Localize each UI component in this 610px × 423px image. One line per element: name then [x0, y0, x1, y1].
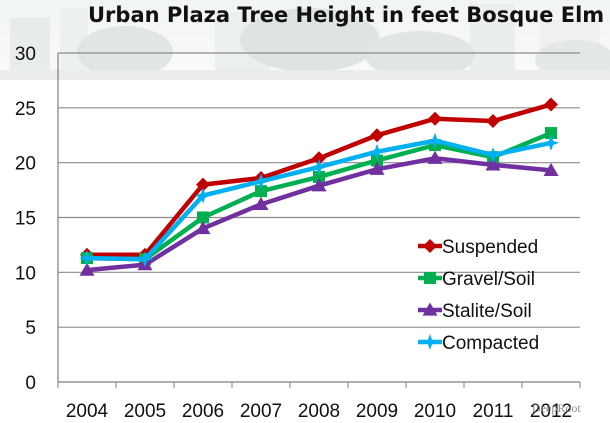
x-tick-label: 2011	[473, 401, 514, 422]
x-tick-label: 2007	[240, 401, 282, 422]
y-tick-label: 30	[15, 44, 36, 65]
data-point-suspended	[370, 128, 384, 143]
data-point-stalite-soil	[253, 196, 269, 210]
legend-marker-stalite-soil	[422, 302, 438, 316]
series-stalite-soil	[79, 150, 559, 276]
legend-marker-compacted	[422, 334, 438, 350]
data-point-suspended	[312, 151, 326, 166]
chart-title: Urban Plaza Tree Height in feet Bosque E…	[88, 3, 604, 27]
data-point-compacted	[137, 251, 153, 268]
y-tick-label: 0	[25, 373, 36, 394]
data-point-suspended	[196, 177, 210, 192]
data-point-compacted	[543, 134, 559, 151]
legend-marker-gravel-soil	[424, 272, 436, 284]
data-point-gravel-soil	[371, 154, 383, 167]
data-point-stalite-soil	[369, 161, 385, 175]
data-point-gravel-soil	[197, 211, 209, 224]
data-point-gravel-soil	[255, 185, 267, 198]
legend-item-stalite-soil: Stalite/Soil	[418, 301, 532, 322]
x-tick-label: 2009	[356, 401, 398, 422]
legend-label: Compacted	[442, 333, 539, 354]
y-tick-label: 5	[25, 318, 36, 339]
data-point-suspended	[544, 97, 558, 112]
x-tick-label: 2010	[414, 401, 456, 422]
legend: Suspended Gravel/Soil Stalite/Soil Compacte…	[418, 237, 539, 354]
y-tick-label: 20	[15, 154, 36, 175]
watermark-text: DeepRoot	[532, 401, 581, 415]
x-tick-label: 2004	[66, 401, 109, 422]
x-tick-label: 2006	[182, 401, 224, 422]
legend-item-compacted: Compacted	[418, 333, 539, 354]
data-point-stalite-soil	[543, 162, 559, 176]
legend-item-gravel-soil: Gravel/Soil	[418, 269, 535, 290]
data-point-compacted	[485, 146, 501, 163]
data-point-compacted	[195, 187, 211, 204]
legend-label: Gravel/Soil	[442, 269, 535, 290]
background-photo	[0, 0, 610, 80]
x-tick-label: 2005	[124, 401, 166, 422]
y-tick-label: 10	[15, 263, 36, 284]
series-compacted	[79, 132, 559, 268]
series-layer	[79, 97, 559, 276]
y-tick-label: 25	[15, 99, 36, 120]
data-point-stalite-soil	[311, 178, 327, 192]
x-tick-label: 2012	[530, 401, 572, 422]
data-point-compacted	[253, 173, 269, 190]
data-point-suspended	[428, 111, 442, 126]
data-point-suspended	[486, 113, 500, 128]
data-point-stalite-soil	[79, 262, 95, 276]
x-tick-label: 2008	[298, 401, 340, 422]
data-point-stalite-soil	[485, 157, 501, 171]
data-point-compacted	[311, 159, 327, 176]
data-point-compacted	[369, 143, 385, 160]
data-point-compacted	[79, 250, 95, 267]
legend-marker-suspended	[423, 239, 437, 253]
y-tick-label: 15	[15, 209, 36, 230]
data-point-stalite-soil	[195, 220, 211, 235]
legend-label: Stalite/Soil	[442, 301, 532, 322]
axes-layer: 0 5 10 15 20 25 30 2004 2005 2006 2007 2008 2009 2010…	[15, 44, 581, 422]
legend-label: Suspended	[442, 237, 538, 258]
data-point-stalite-soil	[427, 150, 443, 164]
legend-item-suspended: Suspended	[418, 237, 538, 258]
data-point-gravel-soil	[313, 170, 325, 183]
data-point-gravel-soil	[545, 127, 557, 140]
data-point-compacted	[427, 132, 443, 149]
